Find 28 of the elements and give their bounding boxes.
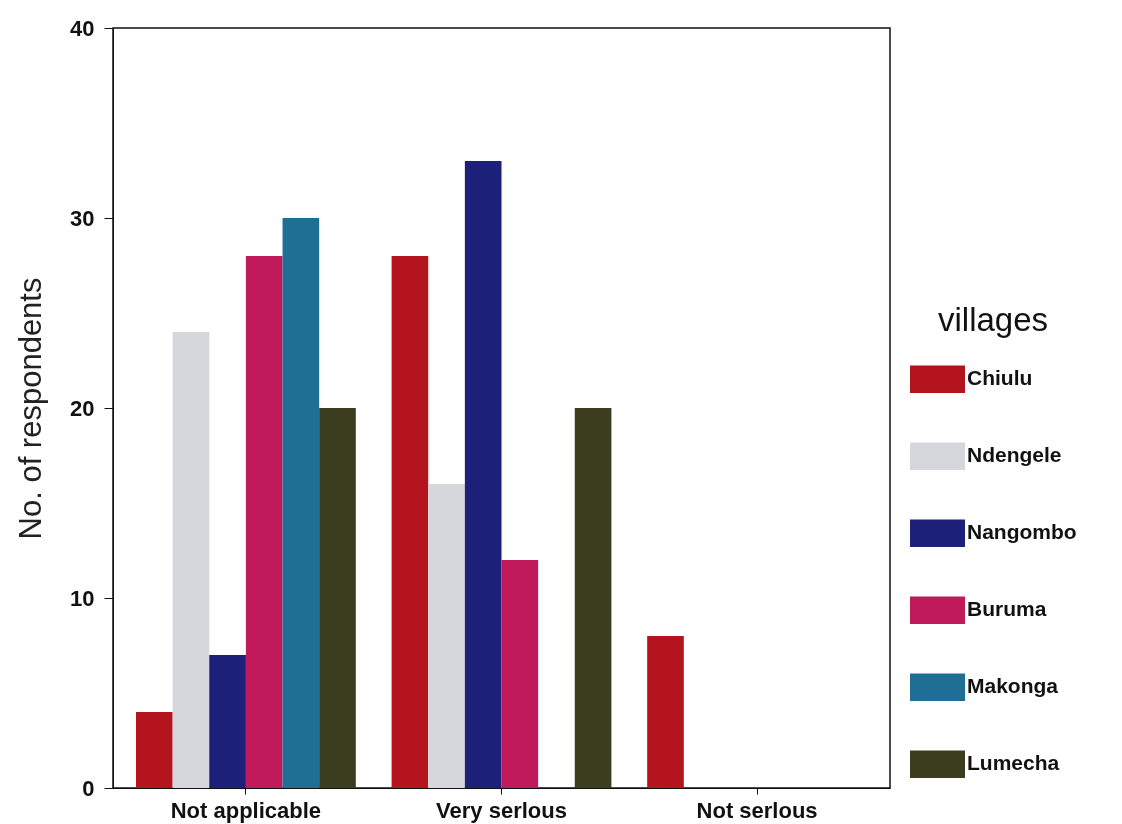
- bar: [172, 332, 210, 788]
- y-tick-label: 40: [70, 15, 95, 41]
- legend-label: Chiulu: [967, 366, 1033, 390]
- bar: [245, 256, 283, 788]
- x-tick-label: Not serlous: [696, 797, 818, 823]
- bar: [574, 408, 612, 788]
- legend-label: Buruma: [967, 597, 1047, 621]
- y-tick-label: 10: [70, 585, 95, 611]
- bar: [464, 161, 502, 788]
- x-tick-label: Very serlous: [436, 797, 567, 823]
- bar: [282, 218, 320, 788]
- y-axis-title: No. of respondents: [13, 277, 49, 540]
- bar: [391, 256, 429, 788]
- x-tick-label: Not applicable: [170, 797, 322, 823]
- bar: [319, 408, 356, 788]
- legend-title: villages: [937, 300, 1049, 338]
- legend-label: Lumecha: [967, 751, 1060, 775]
- legend-label: Ndengele: [967, 443, 1062, 467]
- bar: [136, 712, 173, 788]
- legend-label: Makonga: [967, 674, 1059, 698]
- bar: [428, 484, 465, 788]
- legend-label: Nangombo: [967, 520, 1077, 544]
- bar: [209, 655, 246, 788]
- y-tick-label: 30: [70, 205, 95, 231]
- bar: [647, 636, 684, 788]
- y-tick-label: 20: [70, 395, 95, 421]
- bar: [501, 560, 539, 788]
- y-tick-label: 0: [82, 775, 95, 801]
